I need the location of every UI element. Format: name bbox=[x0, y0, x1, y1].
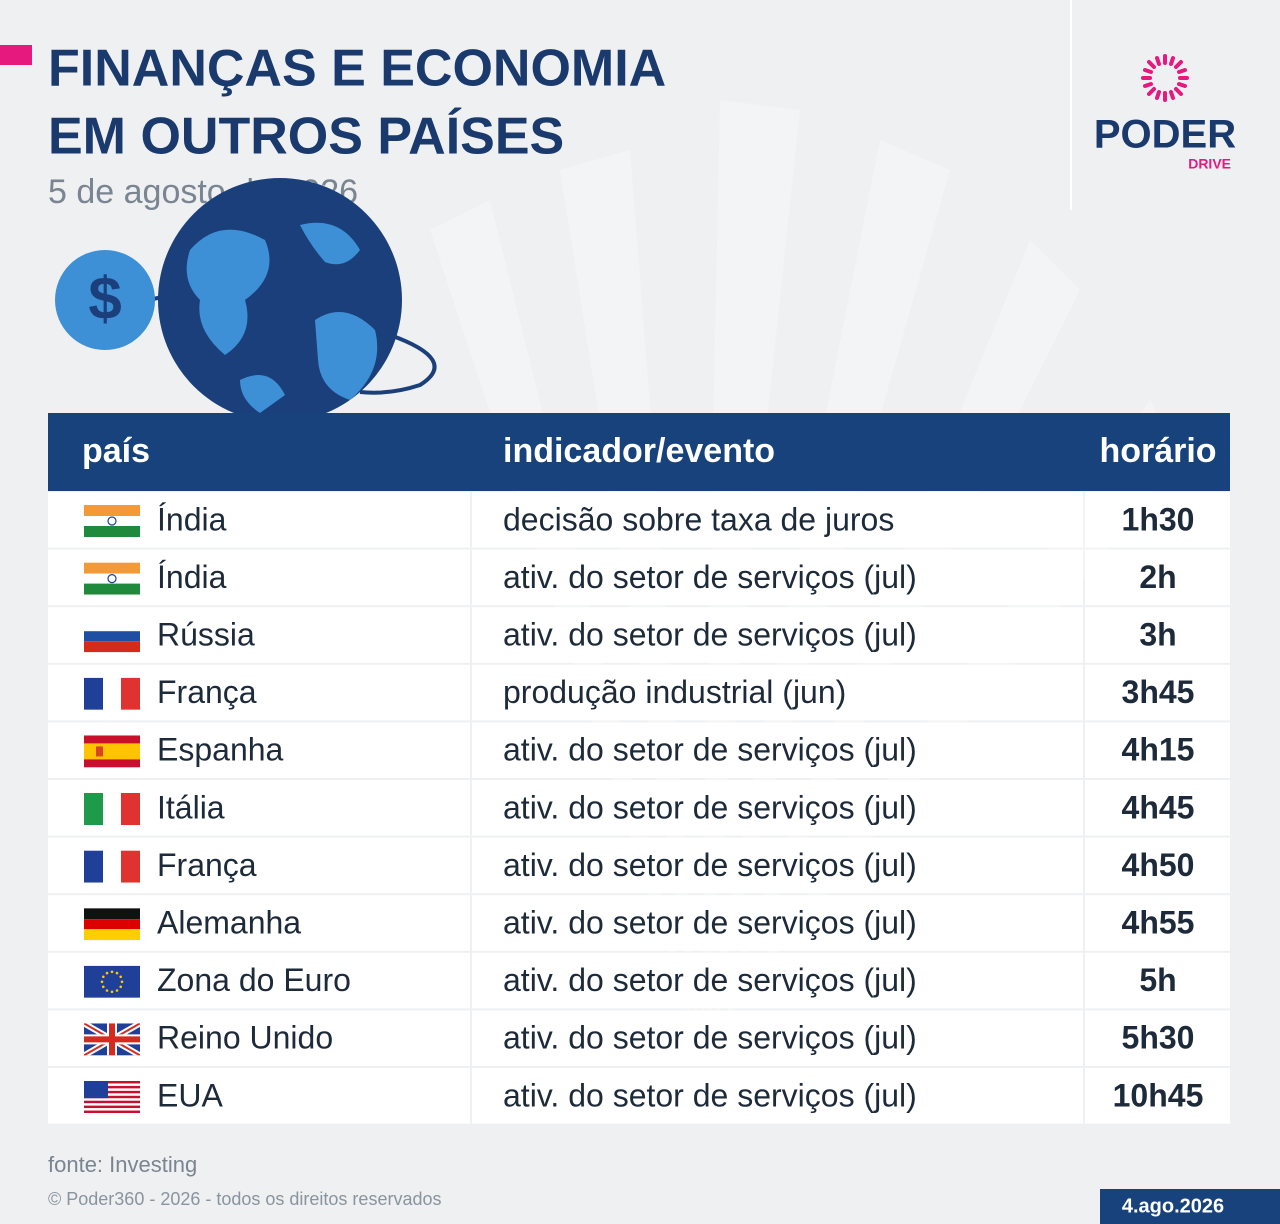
country: Índia bbox=[157, 501, 227, 537]
time: 1h30 bbox=[1122, 501, 1195, 537]
country: Zona do Euro bbox=[157, 962, 351, 998]
indicator: ativ. do setor de serviços (jul) bbox=[503, 847, 917, 883]
cell-bg bbox=[472, 895, 1083, 951]
cell-bg bbox=[472, 952, 1083, 1009]
table-header bbox=[48, 413, 1230, 491]
copyright: © Poder360 - 2026 - todos os direitos re… bbox=[48, 1189, 441, 1209]
column-header: país bbox=[82, 432, 150, 470]
cell-bg bbox=[472, 492, 1083, 548]
source: fonte: Investing bbox=[48, 1152, 197, 1177]
time: 3h bbox=[1139, 616, 1176, 652]
indicator: ativ. do setor de serviços (jul) bbox=[503, 789, 917, 825]
cell-bg bbox=[1085, 607, 1230, 663]
cell-bg bbox=[1085, 722, 1230, 778]
cell-bg bbox=[1085, 664, 1230, 721]
flag bbox=[84, 965, 140, 998]
flag bbox=[84, 1081, 140, 1113]
column-header: indicador/evento bbox=[503, 432, 775, 470]
indicator: ativ. do setor de serviços (jul) bbox=[503, 732, 917, 768]
indicator: ativ. do setor de serviços (jul) bbox=[503, 559, 917, 595]
logo-sub: DRIVE bbox=[1188, 156, 1231, 172]
time: 5h bbox=[1139, 962, 1176, 998]
indicator: ativ. do setor de serviços (jul) bbox=[503, 1020, 917, 1056]
globe-illustration: $ bbox=[55, 178, 437, 413]
time: 4h15 bbox=[1122, 732, 1195, 768]
indicator: produção industrial (jun) bbox=[503, 674, 846, 710]
time: 4h50 bbox=[1122, 847, 1195, 883]
cell-bg bbox=[472, 549, 1083, 606]
date-badge bbox=[1100, 1189, 1280, 1224]
cell-bg bbox=[1085, 780, 1230, 836]
flag bbox=[84, 1023, 140, 1055]
column-header: horário bbox=[1099, 432, 1216, 470]
cell-bg bbox=[472, 1010, 1083, 1066]
cell-bg bbox=[472, 780, 1083, 836]
flag bbox=[84, 908, 140, 941]
title-line: FINANÇAS E ECONOMIA bbox=[48, 40, 666, 98]
accent-bar bbox=[0, 45, 32, 65]
flag bbox=[84, 562, 140, 595]
indicator: ativ. do setor de serviços (jul) bbox=[503, 1077, 917, 1113]
logo-mark bbox=[1141, 54, 1189, 102]
time: 5h30 bbox=[1122, 1020, 1195, 1056]
flag bbox=[84, 677, 140, 710]
title-line: EM OUTROS PAÍSES bbox=[48, 108, 564, 166]
cell-bg bbox=[1085, 895, 1230, 951]
cell-bg bbox=[1085, 837, 1230, 894]
country: França bbox=[157, 847, 257, 883]
country: EUA bbox=[157, 1077, 223, 1113]
time: 3h45 bbox=[1122, 674, 1195, 710]
country: Reino Unido bbox=[157, 1020, 333, 1056]
indicator: ativ. do setor de serviços (jul) bbox=[503, 904, 917, 940]
indicator: decisão sobre taxa de juros bbox=[503, 501, 894, 537]
cell-bg bbox=[1085, 952, 1230, 1009]
cell-bg bbox=[472, 607, 1083, 663]
country: Rússia bbox=[157, 616, 255, 652]
cell-bg bbox=[1085, 549, 1230, 606]
flag bbox=[84, 620, 140, 653]
time: 2h bbox=[1139, 559, 1176, 595]
cell-bg bbox=[1085, 1068, 1230, 1124]
country: Espanha bbox=[157, 732, 284, 768]
cell-bg bbox=[1085, 492, 1230, 548]
indicator: ativ. do setor de serviços (jul) bbox=[503, 616, 917, 652]
flag bbox=[84, 735, 140, 768]
time: 10h45 bbox=[1113, 1077, 1204, 1113]
flag bbox=[84, 505, 140, 537]
coin-symbol: $ bbox=[88, 265, 121, 332]
cell-bg bbox=[472, 837, 1083, 894]
time: 4h45 bbox=[1122, 789, 1195, 825]
cell-bg bbox=[1085, 1010, 1230, 1066]
cell-bg bbox=[472, 1068, 1083, 1124]
flag bbox=[84, 793, 140, 825]
table-body: Índia decisão sobre taxa de juros 1h30 Índi… bbox=[48, 492, 1230, 1124]
cell-bg bbox=[472, 664, 1083, 721]
logo-name: PODER bbox=[1094, 113, 1236, 157]
time: 4h55 bbox=[1122, 904, 1195, 940]
country: Alemanha bbox=[157, 904, 301, 940]
flag bbox=[84, 850, 140, 883]
date-badge-text: 4.ago.2026 bbox=[1122, 1195, 1224, 1217]
indicator: ativ. do setor de serviços (jul) bbox=[503, 962, 917, 998]
country: Índia bbox=[157, 559, 227, 595]
cell-bg bbox=[472, 722, 1083, 778]
country: França bbox=[157, 674, 257, 710]
country: Itália bbox=[157, 789, 225, 825]
